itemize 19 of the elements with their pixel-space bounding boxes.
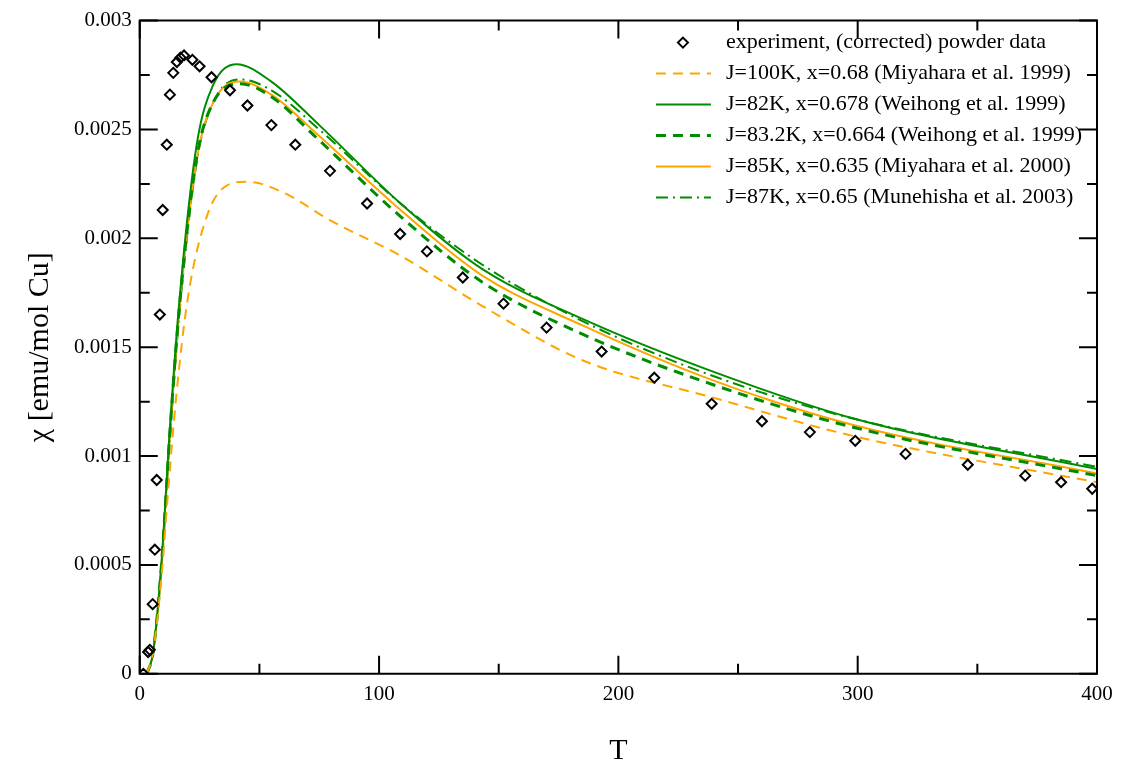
legend-label: J=87K, x=0.65 (Munehisha et al. 2003) <box>725 183 1074 209</box>
y-tick-label: 0.002 <box>84 224 132 249</box>
y-tick-label: 0.0015 <box>74 333 132 358</box>
legend-label: J=83.2K, x=0.664 (Weihong et al. 1999) <box>725 121 1083 147</box>
legend-label: J=82K, x=0.678 (Weihong et al. 1999) <box>725 90 1066 116</box>
y-tick-label: 0 <box>121 660 132 685</box>
y-tick-label: 0.001 <box>84 442 132 467</box>
y-axis-title: χ [emu/mol Cu] <box>20 252 54 444</box>
legend-label: experiment, (corrected) powder data <box>725 28 1047 54</box>
x-axis-title: T <box>609 731 628 765</box>
legend-label: J=100K, x=0.68 (Miyahara et al. 1999) <box>725 59 1071 85</box>
legend-label: J=85K, x=0.635 (Miyahara et al. 2000) <box>725 152 1071 178</box>
x-tick-label: 400 <box>1081 680 1113 705</box>
x-tick-label: 200 <box>602 680 635 705</box>
y-tick-label: 0.0005 <box>74 551 132 576</box>
x-tick-label: 100 <box>363 680 395 705</box>
x-tick-label: 300 <box>841 680 874 705</box>
y-tick-label: 0.0025 <box>74 115 132 140</box>
y-tick-label: 0.003 <box>84 7 132 32</box>
